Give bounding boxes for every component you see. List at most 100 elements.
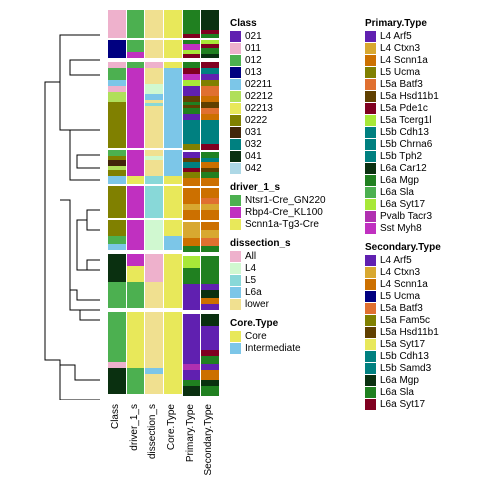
swatch	[230, 139, 241, 150]
legend-item: 021	[230, 31, 326, 42]
legend-label: L4 Ctxn3	[380, 267, 420, 278]
legend-label: 02213	[245, 103, 273, 114]
heatmap-col-dissection_s	[145, 10, 163, 394]
legend-label: L6a Mgp	[380, 375, 419, 386]
swatch	[365, 151, 376, 162]
legend-item: L5b Cdh13	[365, 351, 441, 362]
legend-item: L5	[230, 275, 326, 286]
legend-label: L5 Ucma	[380, 67, 420, 78]
legend-item: Ntsr1-Cre_GN220	[230, 195, 326, 206]
legend-label: L5b Tph2	[380, 151, 422, 162]
legend-group-1: Class02101101201302211022120221302220310…	[230, 10, 326, 355]
swatch	[365, 43, 376, 54]
legend-item: L5a Tcerg1l	[365, 115, 441, 126]
swatch	[365, 255, 376, 266]
xlabel: Class	[110, 404, 121, 429]
swatch	[230, 127, 241, 138]
legend-label: Intermediate	[245, 343, 301, 354]
legend-label: L5a Batf3	[380, 303, 423, 314]
legend-item: Intermediate	[230, 343, 326, 354]
swatch	[230, 91, 241, 102]
dendrogram	[5, 10, 105, 400]
swatch	[365, 351, 376, 362]
swatch	[230, 251, 241, 262]
swatch	[230, 55, 241, 66]
legend-item: L6a	[230, 287, 326, 298]
legend-item: 02212	[230, 91, 326, 102]
swatch	[230, 287, 241, 298]
legend-item: Pvalb Tacr3	[365, 211, 441, 222]
legend-item: Rbp4-Cre_KL100	[230, 207, 326, 218]
xlabel: Core.Type	[166, 404, 177, 450]
legend-label: 0222	[245, 115, 267, 126]
legend-label: All	[245, 251, 256, 262]
legend-label: 011	[245, 43, 261, 54]
heatmap-col-Class	[108, 10, 126, 394]
legend-label: L6a Car12	[380, 163, 427, 174]
swatch	[230, 43, 241, 54]
legend-label: L5a Pde1c	[380, 103, 428, 114]
swatch	[365, 267, 376, 278]
legend-label: L6a	[245, 287, 262, 298]
legend-title: Core.Type	[230, 318, 326, 329]
legend-title: Class	[230, 18, 326, 29]
legend-label: 013	[245, 67, 262, 78]
heatmap-col-Core.Type	[164, 10, 182, 394]
legend-label: 041	[245, 151, 262, 162]
legend-item: L5b Chrna6	[365, 139, 441, 150]
legend-label: L4 Arf5	[380, 255, 412, 266]
legend-label: Scnn1a-Tg3-Cre	[245, 219, 319, 230]
legend-item: L5b Tph2	[365, 151, 441, 162]
legend-label: L5a Syt17	[380, 339, 425, 350]
swatch	[365, 31, 376, 42]
legend-item: L5a Hsd11b1	[365, 91, 441, 102]
swatch	[365, 363, 376, 374]
legend-item: L5a Pde1c	[365, 103, 441, 114]
legend-label: 012	[245, 55, 262, 66]
swatch	[365, 327, 376, 338]
legend-item: L4 Scnn1a	[365, 55, 441, 66]
xlabel: driver_1_s	[129, 404, 140, 451]
legend-item: L6a Car12	[365, 163, 441, 174]
legend-item: L5a Hsd11b1	[365, 327, 441, 338]
legend-label: lower	[245, 299, 269, 310]
swatch	[230, 103, 241, 114]
legend-item: 02211	[230, 79, 326, 90]
legend-item: L5b Samd3	[365, 363, 441, 374]
legend-label: Sst Myh8	[380, 223, 422, 234]
legend-item: L6a Sla	[365, 387, 441, 398]
legend-item: L6a Sla	[365, 187, 441, 198]
legend-item: L5a Batf3	[365, 79, 441, 90]
legend-item: L5b Cdh13	[365, 127, 441, 138]
swatch	[365, 339, 376, 350]
legend-item: 041	[230, 151, 326, 162]
swatch	[365, 163, 376, 174]
legend-item: L4 Ctxn3	[365, 43, 441, 54]
legend-label: L5a Tcerg1l	[380, 115, 432, 126]
swatch	[230, 31, 241, 42]
xlabel: Secondary.Type	[203, 404, 214, 476]
legend-label: L6a Mgp	[380, 175, 419, 186]
legend-item: All	[230, 251, 326, 262]
legend-item: L6a Syt17	[365, 199, 441, 210]
legend-item: L5a Fam5c	[365, 315, 441, 326]
swatch	[365, 211, 376, 222]
legend-label: 02211	[245, 79, 272, 90]
swatch	[365, 55, 376, 66]
swatch	[230, 115, 241, 126]
legend-group-2: Primary.TypeL4 Arf5L4 Ctxn3L4 Scnn1aL5 U…	[365, 10, 441, 411]
swatch	[365, 139, 376, 150]
legend-item: Core	[230, 331, 326, 342]
legend-label: L6a Sla	[380, 187, 414, 198]
legend-item: L6a Mgp	[365, 375, 441, 386]
legend-item: 013	[230, 67, 326, 78]
swatch	[230, 163, 241, 174]
legend-label: Core	[245, 331, 267, 342]
swatch	[230, 275, 241, 286]
legend-label: L5a Fam5c	[380, 315, 430, 326]
swatch	[365, 223, 376, 234]
legend-label: L5a Hsd11b1	[380, 327, 439, 338]
legend-label: L6a Syt17	[380, 399, 425, 410]
legend-label: L5b Cdh13	[380, 351, 429, 362]
legend-title: dissection_s	[230, 238, 326, 249]
